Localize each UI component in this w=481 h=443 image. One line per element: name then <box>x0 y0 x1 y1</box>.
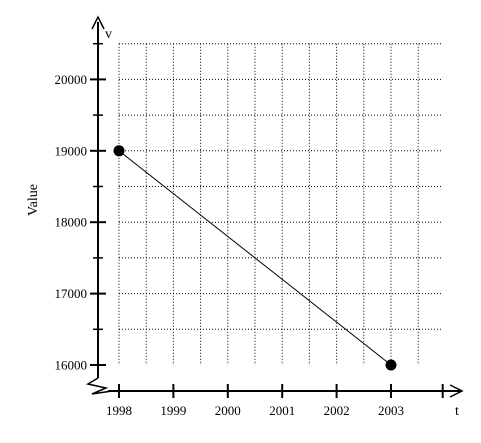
y-tick-label: 20000 <box>55 72 88 87</box>
x-tick-label: 2002 <box>324 403 350 418</box>
y-tick-label: 16000 <box>55 358 88 373</box>
y-axis-letter: v <box>105 27 112 42</box>
x-tick-label: 2000 <box>215 403 241 418</box>
series <box>113 145 397 371</box>
axes <box>86 15 464 398</box>
y-tick-label: 17000 <box>55 286 88 301</box>
x-tick-label: 2001 <box>269 403 295 418</box>
x-axis-arrow <box>449 384 464 398</box>
y-axis-break <box>86 377 113 395</box>
y-tick-label: 19000 <box>55 143 88 158</box>
grid <box>118 43 443 365</box>
data-point <box>113 145 125 157</box>
x-tick-label: 1998 <box>106 403 132 418</box>
series-line <box>118 150 392 366</box>
y-tick-label: 18000 <box>55 215 88 230</box>
y-axis-arrow <box>91 15 105 30</box>
x-axis-letter: t <box>455 404 459 419</box>
y-axis-label: Value <box>26 184 41 216</box>
x-tick-label: 2003 <box>378 403 404 418</box>
data-point <box>385 359 397 371</box>
ticks: 16000 17000 18000 19000 20000 1998 1999 2000 200… <box>55 42 444 418</box>
x-tick-label: 1999 <box>160 403 186 418</box>
